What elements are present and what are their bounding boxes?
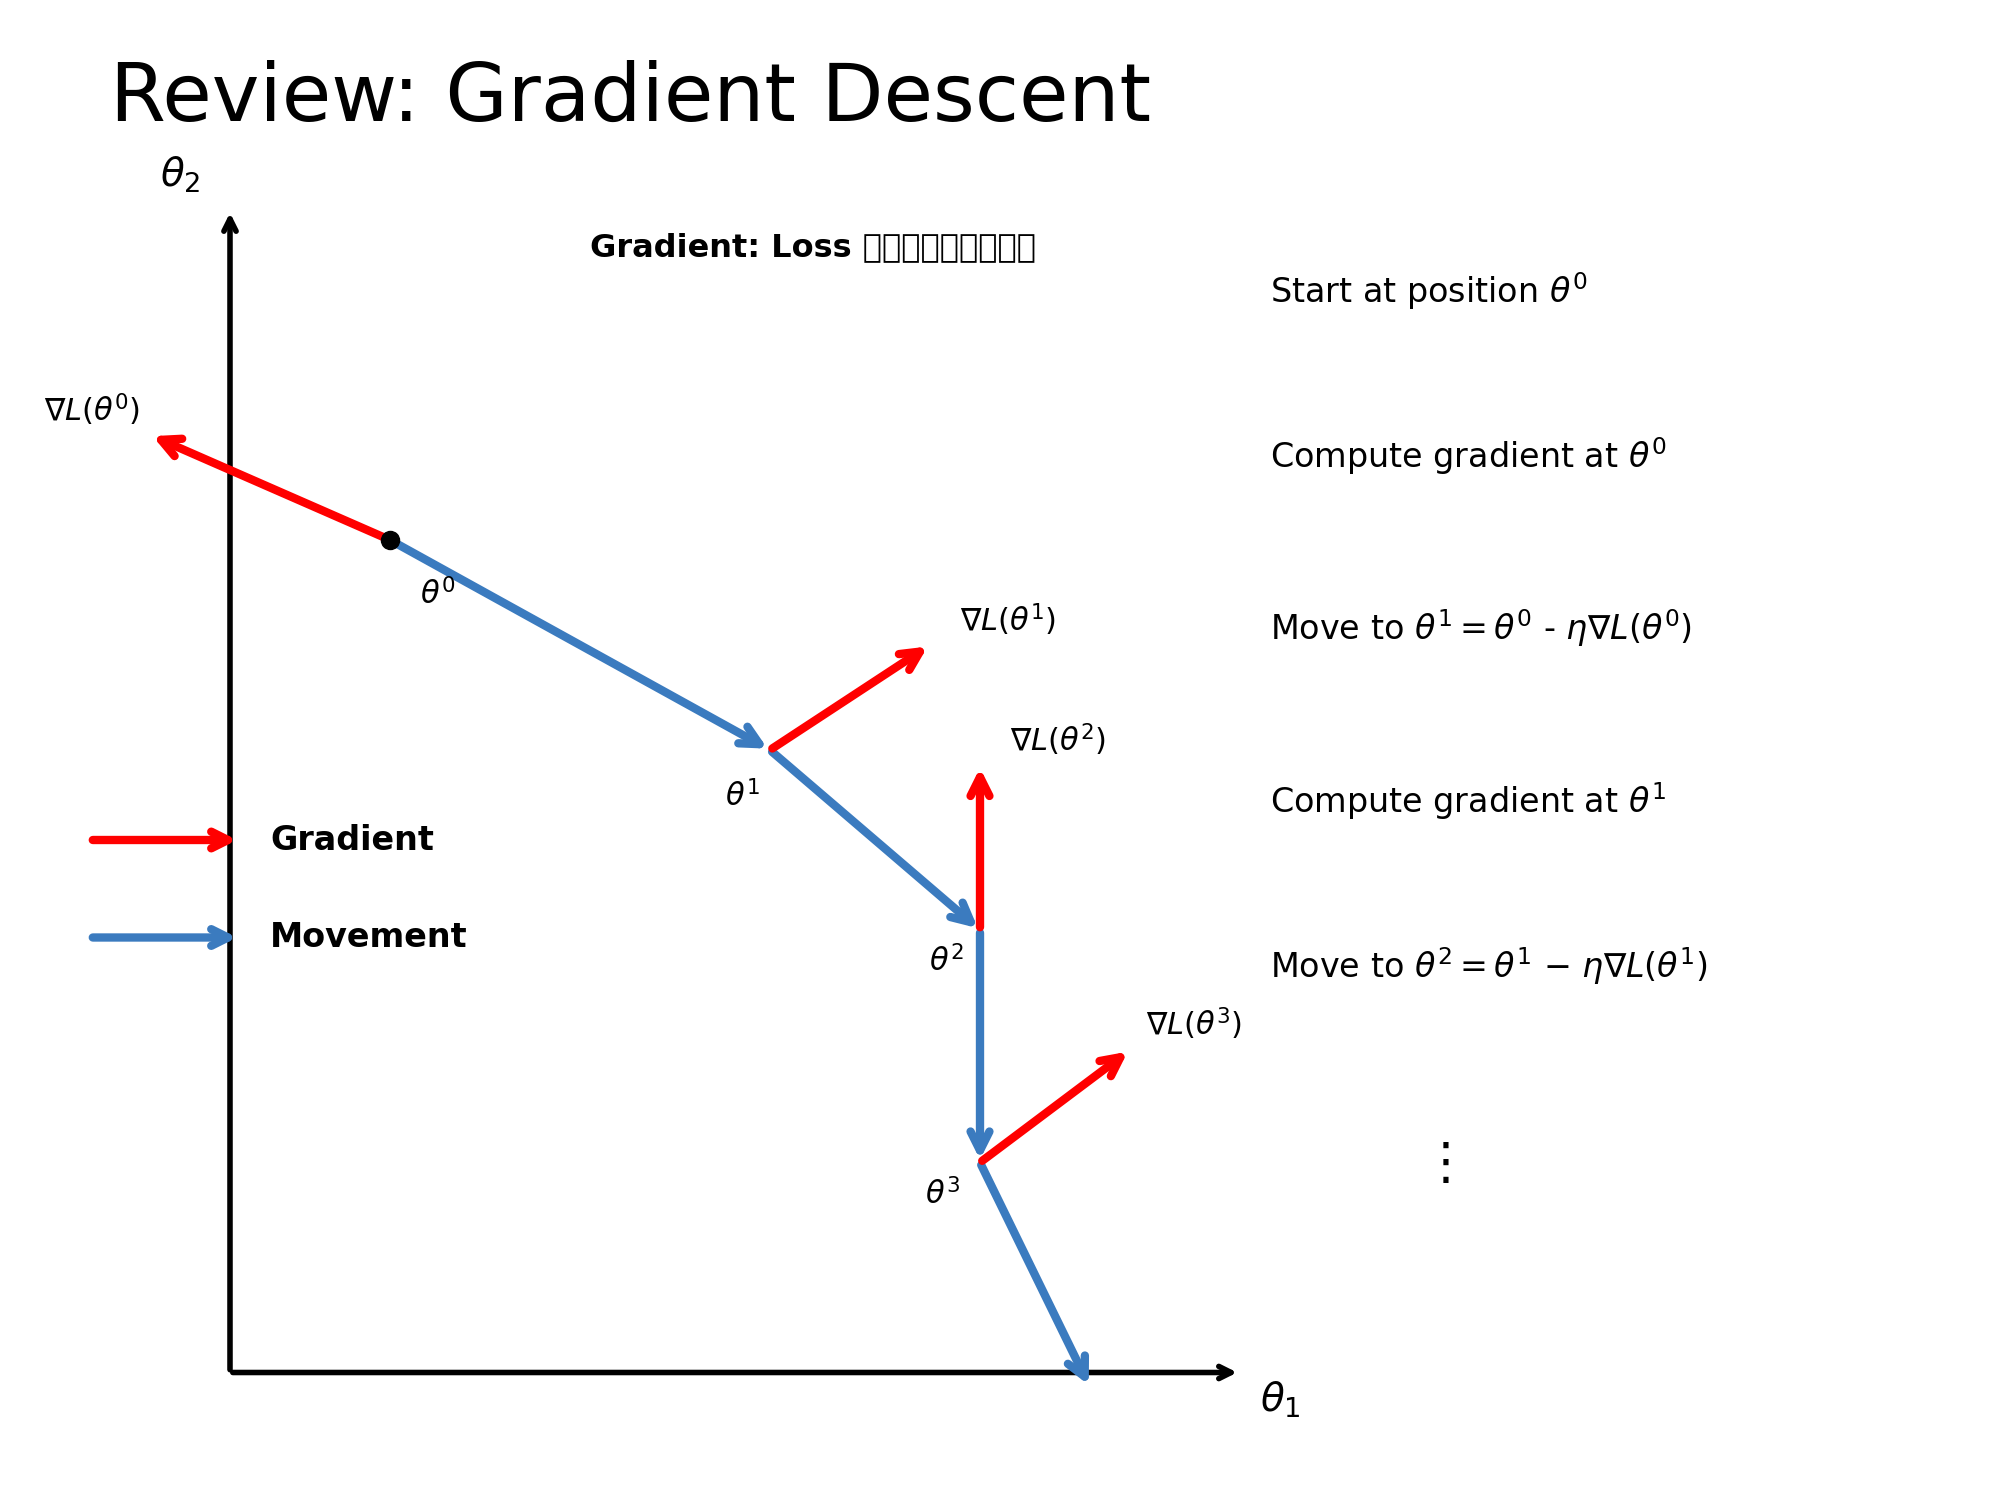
- Text: Start at position $\theta^0$: Start at position $\theta^0$: [1270, 270, 1588, 312]
- Text: $\nabla L(\theta^2)$: $\nabla L(\theta^2)$: [1010, 722, 1106, 758]
- Text: $\vdots$: $\vdots$: [1420, 1140, 1450, 1188]
- Text: $\nabla L(\theta^1)$: $\nabla L(\theta^1)$: [960, 602, 1056, 638]
- Text: Move to $\theta^2 = \theta^1$ $-$ $\eta\nabla L(\theta^1)$: Move to $\theta^2 = \theta^1$ $-$ $\eta\…: [1270, 945, 1708, 987]
- Text: $\nabla L(\theta^0)$: $\nabla L(\theta^0)$: [44, 392, 140, 427]
- Text: Movement: Movement: [270, 921, 468, 954]
- Text: Compute gradient at $\theta^1$: Compute gradient at $\theta^1$: [1270, 780, 1666, 822]
- Text: $\theta^0$: $\theta^0$: [420, 578, 456, 610]
- Text: Review: Gradient Descent: Review: Gradient Descent: [110, 60, 1152, 138]
- Text: $\theta^2$: $\theta^2$: [930, 945, 964, 978]
- Text: Gradient: Gradient: [270, 824, 434, 856]
- Text: $\theta^1$: $\theta^1$: [726, 780, 760, 813]
- Text: Move to $\theta^1 = \theta^0$ - $\eta\nabla L(\theta^0)$: Move to $\theta^1 = \theta^0$ - $\eta\na…: [1270, 608, 1692, 650]
- Text: Gradient: Loss 的等高線的法線方向: Gradient: Loss 的等高線的法線方向: [590, 232, 1036, 264]
- Text: $\theta_1$: $\theta_1$: [1260, 1380, 1300, 1420]
- Text: $\theta_2$: $\theta_2$: [160, 154, 200, 195]
- Text: $\theta^3$: $\theta^3$: [926, 1178, 960, 1210]
- Text: Compute gradient at $\theta^0$: Compute gradient at $\theta^0$: [1270, 435, 1666, 477]
- Text: $\nabla L(\theta^3)$: $\nabla L(\theta^3)$: [1146, 1007, 1242, 1042]
